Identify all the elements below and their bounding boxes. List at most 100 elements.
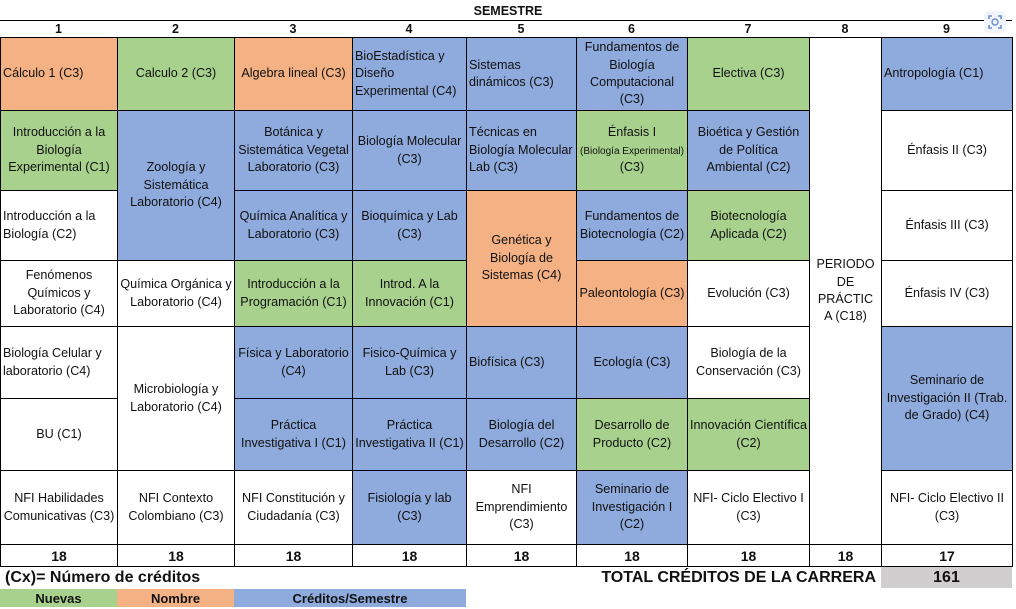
course-cell: NFI Contexto Colombiano (C3) bbox=[117, 470, 235, 545]
course-cell: NFI- Ciclo Electivo II (C3) bbox=[881, 470, 1013, 545]
course-cell: Práctica Investigativa I (C1) bbox=[234, 398, 353, 471]
course-cell: BU (C1) bbox=[0, 398, 118, 471]
course-name: Electiva (C3) bbox=[712, 66, 785, 81]
course-name: Genética y Biología de Sistemas (C4) bbox=[481, 233, 562, 283]
course-name: Antropología (C1) bbox=[884, 66, 984, 81]
credits-note: (Cx)= Número de créditos bbox=[5, 568, 201, 586]
course-name: Biología Celular y laboratorio (C4) bbox=[3, 346, 102, 378]
semester-total-6: 18 bbox=[576, 544, 688, 567]
course-subtitle: (Biología Experimental) bbox=[580, 145, 684, 157]
course-name: NFI- Ciclo Electivo II (C3) bbox=[889, 491, 1005, 523]
course-name: Calculo 2 (C3) bbox=[135, 66, 217, 81]
course-cell: NFI Emprendimiento (C3) bbox=[466, 470, 577, 545]
course-name: Ecología (C3) bbox=[593, 354, 671, 369]
semester-number-4: 4 bbox=[352, 20, 466, 37]
course-name: Biología de la Conservación (C3) bbox=[696, 346, 801, 378]
course-name: Seminario de Investigación I (C2) bbox=[591, 482, 673, 532]
legend-creditos-semestre: Créditos/Semestre bbox=[234, 589, 466, 607]
course-name: Paleontología (C3) bbox=[579, 285, 685, 300]
course-name: Énfasis IV (C3) bbox=[904, 285, 990, 300]
course-name: Evolución (C3) bbox=[707, 285, 790, 300]
course-cell: Énfasis I (Biología Experimental) (C3) bbox=[576, 110, 688, 191]
course-cell: Sistemas dinámicos (C3) bbox=[466, 37, 577, 111]
course-cell: Paleontología (C3) bbox=[576, 260, 688, 327]
course-cell: Antropología (C1) bbox=[881, 37, 1013, 111]
course-cell: NFI- Ciclo Electivo I (C3) bbox=[687, 470, 810, 545]
course-cell: Microbiología y Laboratorio (C4) bbox=[117, 326, 235, 471]
course-name: Fisico-Química y Lab (C3) bbox=[362, 346, 457, 378]
course-name: Bioquímica y Lab (C3) bbox=[361, 209, 458, 241]
course-name: Biotecnología Aplicada (C2) bbox=[710, 209, 787, 241]
course-name: Botánica y Sistemática Vegetal Laborator… bbox=[238, 125, 349, 175]
course-name: Bioética y Gestión de Política Ambiental… bbox=[697, 125, 800, 175]
course-cell: Énfasis III (C3) bbox=[881, 190, 1013, 261]
legend-nombre: Nombre bbox=[117, 589, 234, 607]
course-name: Introducción a la Biología Experimental … bbox=[8, 125, 110, 175]
course-name: Introducción a la Biología (C2) bbox=[3, 209, 96, 241]
course-cell: Introducción a la Programación (C1) bbox=[234, 260, 353, 327]
semester-number-3: 3 bbox=[234, 20, 352, 37]
course-name: NFI- Ciclo Electivo I (C3) bbox=[693, 491, 804, 523]
expand-icon[interactable] bbox=[983, 10, 1007, 34]
course-name: NFI Constitución y Ciudadanía (C3) bbox=[242, 491, 345, 523]
course-cell: Botánica y Sistemática Vegetal Laborator… bbox=[234, 110, 353, 191]
course-cell: Electiva (C3) bbox=[687, 37, 810, 111]
course-name: Zoología y Sistemática Laboratorio (C4) bbox=[130, 160, 222, 210]
course-cell: Biofísica (C3) bbox=[466, 326, 577, 399]
semester-number-7: 7 bbox=[687, 20, 809, 37]
course-name: Cálculo 1 (C3) bbox=[3, 66, 84, 81]
semester-total-2: 18 bbox=[117, 544, 235, 567]
course-name: Algebra lineal (C3) bbox=[241, 66, 346, 81]
course-name: Introducción a la Programación (C1) bbox=[240, 277, 347, 309]
course-cell: Práctica Investigativa II (C1) bbox=[352, 398, 467, 471]
course-cell: Fisico-Química y Lab (C3) bbox=[352, 326, 467, 399]
course-cell: Algebra lineal (C3) bbox=[234, 37, 353, 111]
course-cell: Fenómenos Químicos y Laboratorio (C4) bbox=[0, 260, 118, 327]
course-cell: Evolución (C3) bbox=[687, 260, 810, 327]
course-name: Desarrollo de Producto (C2) bbox=[592, 418, 672, 450]
course-cell: Ecología (C3) bbox=[576, 326, 688, 399]
course-cell: Introd. A la Innovación (C1) bbox=[352, 260, 467, 327]
semester-total-1: 18 bbox=[0, 544, 118, 567]
semester-number-9: 9 bbox=[881, 20, 1012, 37]
course-name: Innovación Científica (C2) bbox=[690, 418, 807, 450]
course-name: PERIODO DE PRÁCTIC A (C18) bbox=[816, 257, 875, 324]
total-credits-value: 161 bbox=[881, 567, 1012, 588]
course-name: BioEstadística y Diseño Experimental (C4… bbox=[355, 48, 457, 98]
course-name: Fisiología y lab (C3) bbox=[367, 491, 452, 523]
course-cell: Bioética y Gestión de Política Ambiental… bbox=[687, 110, 810, 191]
course-cell: NFI Habilidades Comunicativas (C3) bbox=[0, 470, 118, 545]
course-cell: Biología Molecular (C3) bbox=[352, 110, 467, 191]
course-name: Énfasis II (C3) bbox=[907, 142, 987, 157]
semester-number-2: 2 bbox=[117, 20, 234, 37]
semester-total-5: 18 bbox=[466, 544, 577, 567]
course-name: NFI Habilidades Comunicativas (C3) bbox=[3, 491, 115, 523]
course-name: Introd. A la Innovación (C1) bbox=[365, 277, 454, 309]
course-cell: Seminario de Investigación I (C2) bbox=[576, 470, 688, 545]
semester-number-1: 1 bbox=[0, 20, 117, 37]
course-cell: Bioquímica y Lab (C3) bbox=[352, 190, 467, 261]
course-name: Biología Molecular (C3) bbox=[357, 134, 462, 166]
course-name: Práctica Investigativa I (C1) bbox=[241, 418, 346, 450]
course-name: Seminario de Investigación II (Trab. de … bbox=[886, 373, 1008, 423]
course-cell: Introducción a la Biología (C2) bbox=[0, 190, 118, 261]
semester-title: SEMESTRE bbox=[473, 4, 543, 18]
semester-total-3: 18 bbox=[234, 544, 353, 567]
course-cell: Énfasis II (C3) bbox=[881, 110, 1013, 191]
semester-number-6: 6 bbox=[576, 20, 687, 37]
semester-total-9: 17 bbox=[881, 544, 1013, 567]
course-credits: (C3) bbox=[619, 160, 645, 175]
semester-total-7: 18 bbox=[687, 544, 810, 567]
course-cell: Biología Celular y laboratorio (C4) bbox=[0, 326, 118, 399]
course-name: Química Orgánica y Laboratorio (C4) bbox=[120, 277, 232, 309]
course-name: BU (C1) bbox=[36, 426, 82, 441]
course-cell: Biología de la Conservación (C3) bbox=[687, 326, 810, 399]
course-cell: NFI Constitución y Ciudadanía (C3) bbox=[234, 470, 353, 545]
total-credits-label: TOTAL CRÉDITOS DE LA CARRERA bbox=[601, 568, 876, 586]
course-name: Microbiología y Laboratorio (C4) bbox=[130, 382, 222, 414]
course-cell: Química Analítica y Laboratorio (C3) bbox=[234, 190, 353, 261]
course-cell: Biología del Desarrollo (C2) bbox=[466, 398, 577, 471]
course-name: Biología del Desarrollo (C2) bbox=[478, 418, 565, 450]
course-cell: Fisiología y lab (C3) bbox=[352, 470, 467, 545]
